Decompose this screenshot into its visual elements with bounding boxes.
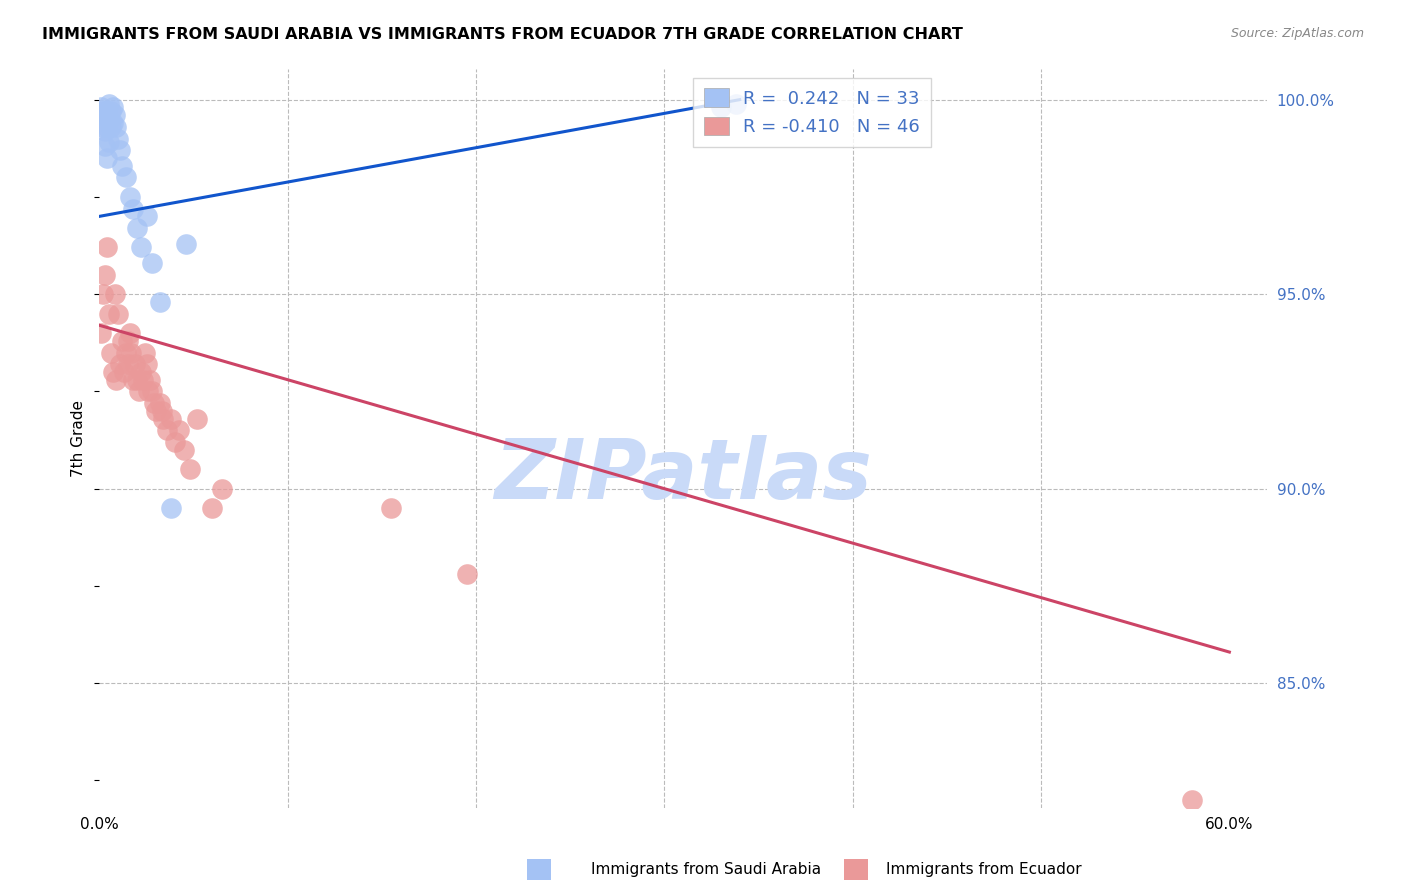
Point [112, 365, 135, 379]
Text: Immigrants from Saudi Arabia: Immigrants from Saudi Arabia [591, 863, 821, 877]
Text: ZIPatlas: ZIPatlas [495, 434, 872, 516]
Point [100, 120, 122, 134]
Y-axis label: 7th Grade: 7th Grade [72, 400, 86, 476]
Point [94, 124, 117, 138]
Point [134, 345, 156, 359]
Point [101, 100, 124, 114]
Point [211, 482, 233, 496]
Point [710, 100, 733, 114]
Point [111, 334, 134, 348]
Point [117, 357, 139, 371]
Text: Immigrants from Ecuador: Immigrants from Ecuador [886, 863, 1081, 877]
Point [107, 131, 129, 145]
Point [111, 159, 134, 173]
Point [117, 334, 139, 348]
Point [96, 104, 118, 119]
Point [114, 345, 136, 359]
Point [101, 365, 124, 379]
Point [91, 120, 114, 134]
Point [96, 120, 118, 134]
Point [124, 357, 146, 371]
Point [201, 501, 224, 516]
Point [160, 411, 183, 425]
Point [97, 136, 120, 150]
Point [94, 268, 117, 282]
Point [141, 256, 163, 270]
Point [96, 240, 118, 254]
Point [135, 210, 157, 224]
Point [129, 240, 152, 254]
Point [94, 108, 117, 122]
Point [122, 202, 145, 216]
Point [105, 120, 128, 134]
Point [456, 567, 478, 582]
Point [173, 442, 195, 457]
Point [139, 373, 162, 387]
Point [97, 112, 120, 127]
Point [91, 287, 114, 301]
Point [108, 143, 131, 157]
Point [167, 423, 190, 437]
Point [105, 373, 128, 387]
Point [103, 108, 125, 122]
Point [108, 357, 131, 371]
Point [100, 345, 122, 359]
Point [149, 294, 172, 309]
Point [174, 236, 197, 251]
Point [1181, 793, 1204, 807]
Point [114, 170, 136, 185]
Point [138, 384, 160, 399]
Point [91, 104, 114, 119]
Point [127, 221, 149, 235]
Point [150, 404, 173, 418]
Point [122, 373, 145, 387]
Point [129, 365, 152, 379]
Point [145, 404, 167, 418]
Point [149, 396, 172, 410]
Point [152, 411, 174, 425]
Point [90, 326, 112, 340]
Point [103, 287, 125, 301]
Point [127, 373, 149, 387]
Point [90, 100, 112, 114]
Point [141, 384, 163, 399]
Text: IMMIGRANTS FROM SAUDI ARABIA VS IMMIGRANTS FROM ECUADOR 7TH GRADE CORRELATION CH: IMMIGRANTS FROM SAUDI ARABIA VS IMMIGRAN… [42, 27, 963, 42]
Point [97, 96, 120, 111]
Point [96, 151, 118, 165]
Point [163, 435, 186, 450]
Point [128, 384, 150, 399]
Point [724, 96, 747, 111]
Point [380, 501, 402, 516]
Point [101, 116, 124, 130]
Point [156, 423, 179, 437]
Point [107, 307, 129, 321]
Point [143, 396, 166, 410]
Point [186, 411, 208, 425]
Point [179, 462, 201, 476]
Point [100, 104, 122, 119]
Point [132, 373, 155, 387]
Point [120, 345, 142, 359]
Point [94, 139, 117, 153]
Point [118, 326, 141, 340]
Text: Source: ZipAtlas.com: Source: ZipAtlas.com [1230, 27, 1364, 40]
Point [135, 357, 157, 371]
Legend: R =  0.242   N = 33, R = -0.410   N = 46: R = 0.242 N = 33, R = -0.410 N = 46 [693, 78, 931, 147]
Point [97, 307, 120, 321]
Point [118, 190, 141, 204]
Point [160, 501, 183, 516]
